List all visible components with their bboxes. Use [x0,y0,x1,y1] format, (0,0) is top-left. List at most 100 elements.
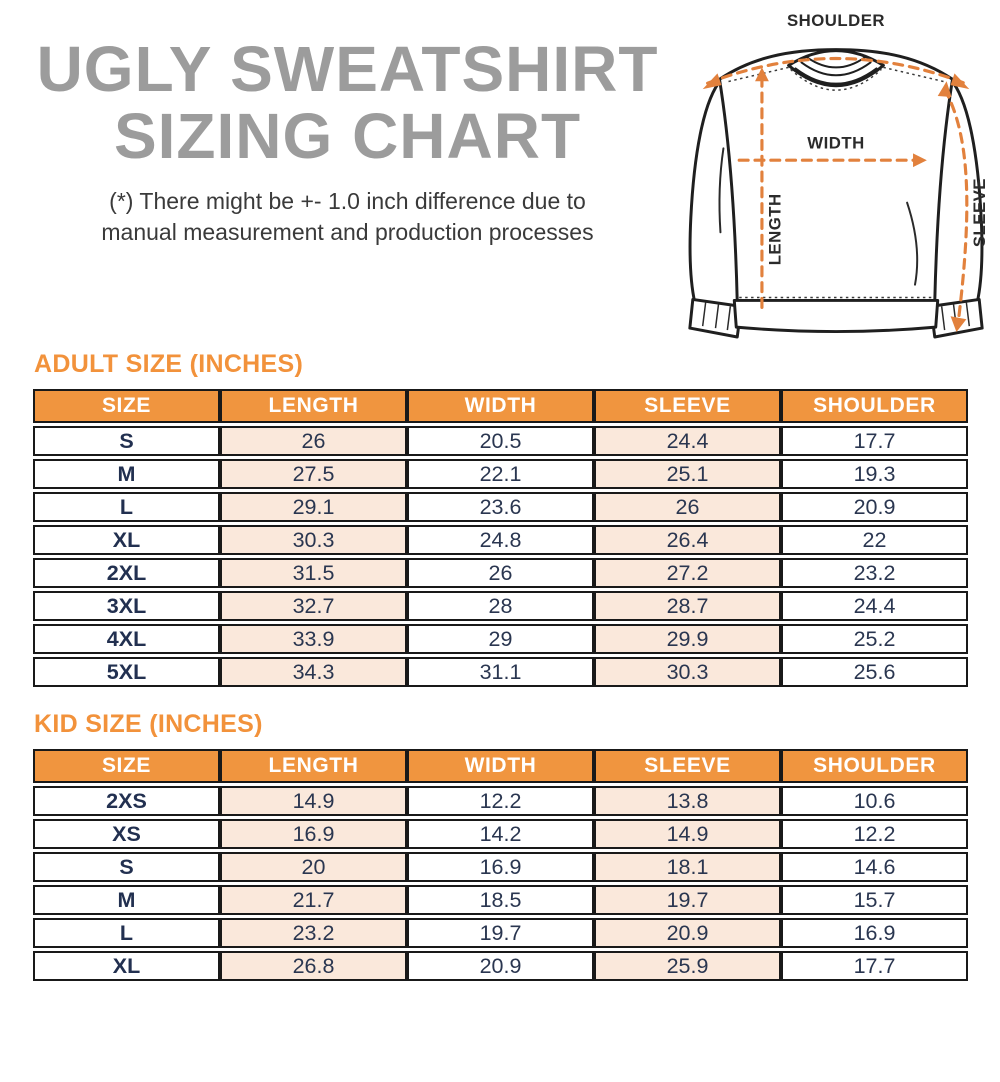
length-arrow-top [755,67,769,82]
measurement-cell: 26.8 [220,951,407,981]
measurement-cell: 26 [594,492,781,522]
measurement-cell: 24.4 [781,591,968,621]
measurement-cell: 20.9 [594,918,781,948]
column-header-shoulder: SHOULDER [781,749,968,783]
measurement-cell: 18.5 [407,885,594,915]
size-cell: M [33,885,220,915]
shoulder-measure-line [706,57,966,85]
measurement-cell: 23.6 [407,492,594,522]
measurement-cell: 16.9 [781,918,968,948]
measurement-cell: 29.9 [594,624,781,654]
length-label: LENGTH [766,193,785,265]
adult-size-section: ADULT SIZE (INCHES) SIZE LENGTH WIDTH SLEEV… [0,350,1000,690]
table-row: M 27.5 22.1 25.1 19.3 [33,459,968,489]
measurement-cell: 24.4 [594,426,781,456]
measurement-cell: 30.3 [594,657,781,687]
measurement-cell: 25.9 [594,951,781,981]
measurement-cell: 25.2 [781,624,968,654]
disclaimer-line1: (*) There might be +- 1.0 inch differenc… [109,188,586,215]
title-block: UGLY SWEATSHIRT SIZING CHART (*) There m… [0,33,695,248]
measurement-cell: 14.9 [220,786,407,816]
measurement-cell: 26 [407,558,594,588]
measurement-cell: 19.7 [594,885,781,915]
table-row: 2XS 14.9 12.2 13.8 10.6 [33,786,968,816]
size-cell: 2XL [33,558,220,588]
column-header-width: WIDTH [407,389,594,423]
shoulder-label: SHOULDER [787,11,885,30]
measurement-cell: 29 [407,624,594,654]
measurement-cell: 29.1 [220,492,407,522]
measurement-cell: 15.7 [781,885,968,915]
measurement-cell: 14.2 [407,819,594,849]
measurement-cell: 22.1 [407,459,594,489]
measurement-cell: 12.2 [781,819,968,849]
column-header-width: WIDTH [407,749,594,783]
header-row: SIZE LENGTH WIDTH SLEEVE SHOULDER [33,389,968,423]
size-cell: 2XS [33,786,220,816]
measurement-cell: 20.9 [781,492,968,522]
table-row: L 23.2 19.7 20.9 16.9 [33,918,968,948]
size-cell: M [33,459,220,489]
page-title-line1: UGLY SWEATSHIRT [36,33,659,105]
sleeve-arrow-top [937,81,952,98]
column-header-length: LENGTH [220,749,407,783]
measurement-cell: 25.1 [594,459,781,489]
measurement-cell: 21.7 [220,885,407,915]
measurement-cell: 20 [220,852,407,882]
measurement-cell: 19.7 [407,918,594,948]
measurement-cell: 25.6 [781,657,968,687]
width-label: WIDTH [807,133,864,152]
column-header-length: LENGTH [220,389,407,423]
measurement-cell: 27.2 [594,558,781,588]
measurement-cell: 31.1 [407,657,594,687]
measurement-cell: 14.9 [594,819,781,849]
measurement-cell: 14.6 [781,852,968,882]
body-panel [717,48,955,304]
measurement-cell: 28 [407,591,594,621]
sleeve-measure-line [943,87,969,322]
measurement-cell: 28.7 [594,591,781,621]
measurement-cell: 24.8 [407,525,594,555]
sweatshirt-diagram-svg: SHOULDER WIDTH LENGTH SLEEVE [688,11,989,339]
adult-size-table: SIZE LENGTH WIDTH SLEEVE SHOULDER S 26 20.5 24.4… [33,386,968,690]
size-cell: L [33,918,220,948]
size-cell: XL [33,951,220,981]
size-cell: 3XL [33,591,220,621]
column-header-shoulder: SHOULDER [781,389,968,423]
sweatshirt-measurement-diagram: SHOULDER WIDTH LENGTH SLEEVE [678,8,994,348]
measurement-cell: 20.5 [407,426,594,456]
kid-size-table: SIZE LENGTH WIDTH SLEEVE SHOULDER 2XS 14.9 12.2… [33,746,968,984]
disclaimer-text: (*) There might be +- 1.0 inch differenc… [0,186,695,248]
size-cell: S [33,426,220,456]
measurement-cell: 30.3 [220,525,407,555]
measurement-cell: 18.1 [594,852,781,882]
size-cell: L [33,492,220,522]
table-row: 4XL 33.9 29 29.9 25.2 [33,624,968,654]
adult-section-heading: ADULT SIZE (INCHES) [34,350,304,378]
table-row: M 21.7 18.5 19.7 15.7 [33,885,968,915]
size-cell: XL [33,525,220,555]
table-row: 5XL 34.3 31.1 30.3 25.6 [33,657,968,687]
size-cell: 5XL [33,657,220,687]
size-cell: S [33,852,220,882]
header-area: UGLY SWEATSHIRT SIZING CHART (*) There m… [0,0,1000,350]
column-header-sleeve: SLEEVE [594,749,781,783]
column-header-size: SIZE [33,749,220,783]
measurement-cell: 26.4 [594,525,781,555]
measurement-cell: 16.9 [407,852,594,882]
sleeve-arrow-bottom [950,316,967,333]
measurement-cell: 12.2 [407,786,594,816]
table-row: XS 16.9 14.2 14.9 12.2 [33,819,968,849]
measurement-cell: 20.9 [407,951,594,981]
measurement-cell: 10.6 [781,786,968,816]
kid-size-section: KID SIZE (INCHES) SIZE LENGTH WIDTH SLEEVE S… [0,710,1000,984]
measurement-cell: 17.7 [781,951,968,981]
hem-band [732,298,940,334]
measurement-cell: 23.2 [220,918,407,948]
measurement-cell: 13.8 [594,786,781,816]
measurement-cell: 32.7 [220,591,407,621]
measurement-cell: 33.9 [220,624,407,654]
shoulder-arrow-right [950,73,970,90]
table-row: L 29.1 23.6 26 20.9 [33,492,968,522]
size-cell: 4XL [33,624,220,654]
